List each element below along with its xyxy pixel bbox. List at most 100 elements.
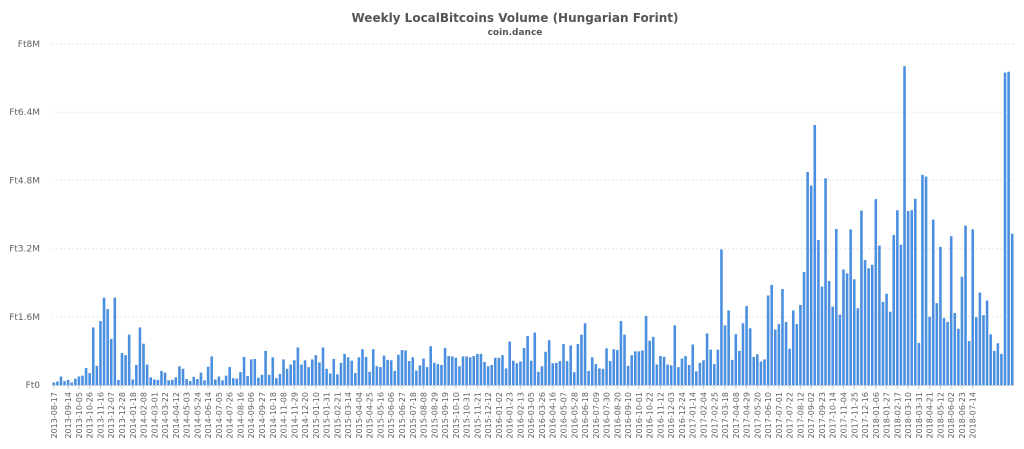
- bar: [519, 361, 522, 385]
- bar: [174, 377, 178, 385]
- bar: [921, 174, 924, 385]
- bar: [461, 356, 465, 385]
- bar: [562, 344, 565, 385]
- x-tick-label: 2015-03-14: [344, 392, 353, 439]
- y-tick-label: Ft4.8M: [9, 176, 40, 186]
- bar: [192, 376, 196, 385]
- bar: [931, 219, 935, 385]
- bar: [253, 359, 257, 385]
- bar: [612, 349, 616, 385]
- bar: [303, 360, 307, 385]
- x-tick-label: 2016-04-16: [549, 392, 558, 439]
- bar: [371, 349, 375, 385]
- bar: [433, 362, 436, 385]
- bar: [504, 368, 508, 385]
- bar: [511, 360, 515, 385]
- x-tick-label: 2015-09-19: [441, 392, 450, 439]
- x-tick-label: 2017-10-14: [829, 392, 838, 439]
- x-tick-label: 2016-10-22: [646, 392, 655, 439]
- y-tick-label: Ft3.2M: [9, 245, 40, 255]
- bar: [56, 381, 59, 385]
- bar: [425, 367, 429, 385]
- bar: [404, 350, 407, 385]
- bar: [386, 359, 389, 385]
- bar: [741, 323, 745, 385]
- bar: [687, 364, 691, 385]
- bar: [784, 321, 788, 385]
- x-tick-label: 2017-12-16: [861, 392, 870, 439]
- bar: [210, 356, 214, 385]
- bar: [860, 210, 863, 385]
- x-axis-ticks: 2013-08-17 2013-09-14 2013-10-05 2013-10-26…: [50, 385, 978, 439]
- x-tick-label: 2018-05-12: [936, 392, 945, 439]
- bar: [616, 350, 619, 385]
- y-tick-label: Ft8M: [18, 40, 40, 50]
- x-tick-label: 2014-12-20: [301, 392, 310, 439]
- x-tick-label: 2017-11-25: [850, 392, 859, 439]
- x-tick-label: 2016-03-05: [527, 392, 536, 439]
- x-tick-label: 2014-05-03: [183, 392, 192, 439]
- x-tick-label: 2014-07-05: [215, 392, 224, 439]
- bar: [766, 295, 770, 385]
- bar: [946, 321, 949, 385]
- bar: [659, 356, 662, 385]
- x-tick-label: 2015-08-29: [430, 392, 439, 439]
- bar: [400, 350, 404, 385]
- bar: [501, 355, 504, 385]
- bar: [117, 379, 120, 385]
- x-tick-label: 2017-07-22: [786, 392, 795, 439]
- bar: [153, 379, 156, 385]
- x-tick-label: 2016-07-30: [603, 392, 612, 439]
- bar: [759, 361, 763, 385]
- bar: [827, 281, 831, 385]
- x-tick-label: 2017-07-01: [775, 392, 784, 439]
- bar: [587, 370, 590, 385]
- bar: [476, 353, 479, 385]
- bar: [748, 328, 752, 385]
- bar: [336, 374, 339, 385]
- bar: [167, 380, 170, 385]
- bar: [637, 351, 641, 385]
- bar: [906, 211, 910, 385]
- bar: [770, 284, 773, 385]
- bar: [680, 358, 684, 385]
- x-tick-label: 2016-01-02: [495, 392, 504, 439]
- bar: [145, 364, 149, 385]
- bar: [903, 66, 906, 385]
- bar: [106, 309, 109, 385]
- bar: [594, 364, 598, 385]
- bar: [479, 353, 483, 385]
- bar: [551, 363, 555, 385]
- bar: [655, 364, 659, 385]
- x-tick-label: 2015-10-31: [463, 392, 472, 439]
- bar: [217, 376, 221, 385]
- x-tick-label: 2016-08-20: [613, 392, 622, 439]
- x-tick-label: 2014-10-18: [269, 392, 278, 439]
- x-tick-label: 2018-03-31: [915, 392, 924, 439]
- x-tick-label: 2014-11-29: [290, 392, 299, 439]
- bar: [547, 340, 551, 385]
- bar: [1000, 353, 1003, 385]
- bar: [393, 370, 397, 385]
- bar: [346, 357, 350, 385]
- x-tick-label: 2015-11-21: [473, 392, 482, 439]
- bar: [705, 333, 709, 385]
- x-tick-label: 2015-06-27: [398, 392, 407, 439]
- bar: [74, 378, 77, 385]
- bar: [623, 334, 626, 385]
- bar: [228, 367, 231, 385]
- bar: [565, 361, 569, 385]
- bar: [863, 260, 867, 385]
- bar: [781, 289, 784, 385]
- bar: [953, 312, 957, 385]
- bar: [242, 356, 246, 385]
- bar: [892, 234, 896, 385]
- bar: [52, 382, 56, 385]
- x-tick-label: 2014-09-06: [247, 392, 256, 439]
- bar: [924, 176, 928, 385]
- bar: [745, 306, 748, 385]
- bar: [641, 350, 644, 385]
- bar: [788, 348, 791, 385]
- bar: [881, 301, 885, 385]
- bar: [669, 365, 673, 385]
